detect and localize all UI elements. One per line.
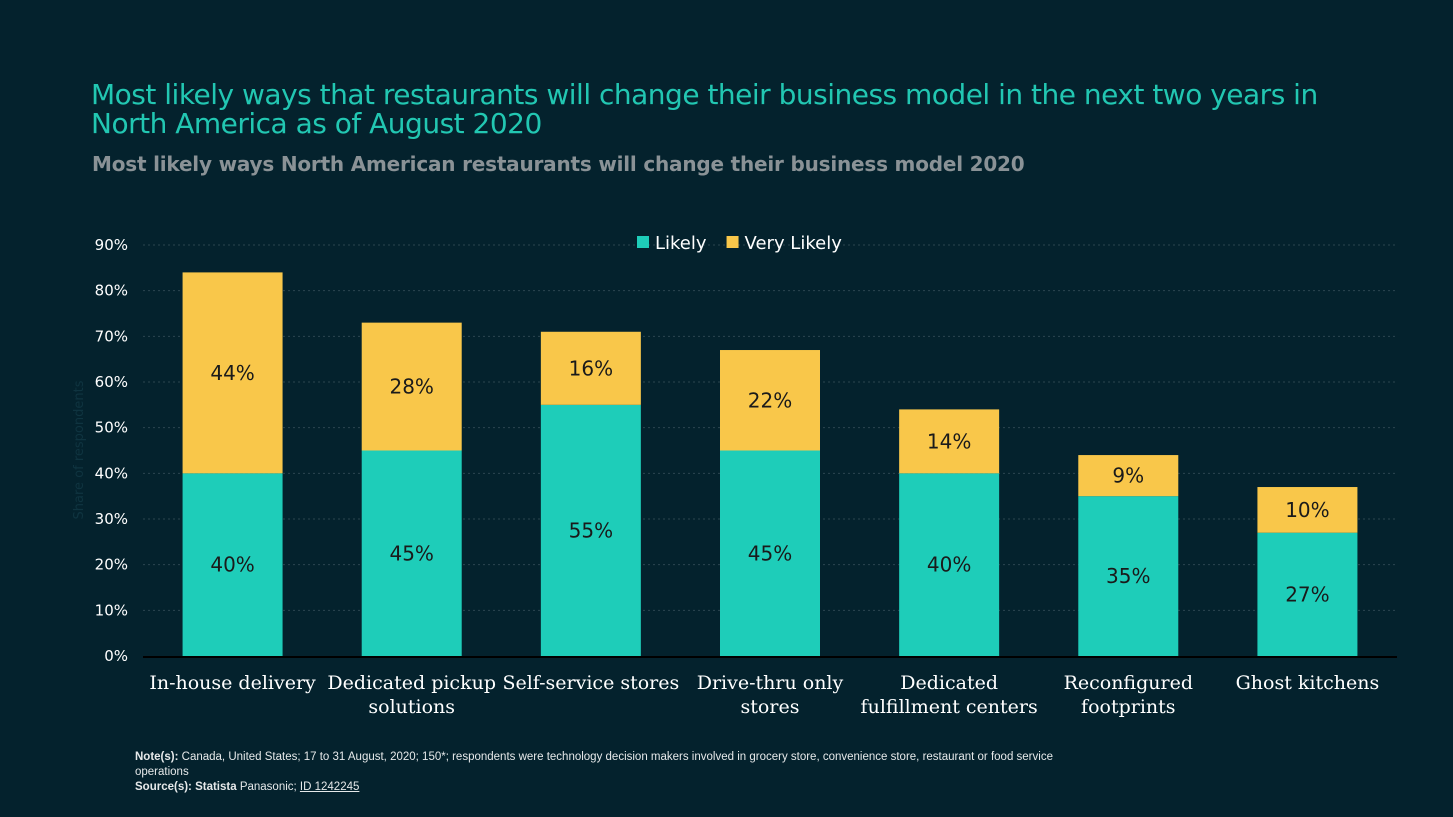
- x-tick-label: In-house delivery: [149, 672, 316, 694]
- bar-likely: [720, 450, 820, 656]
- data-label: 45%: [389, 541, 433, 565]
- y-axis-label: Share of respondents: [72, 380, 87, 519]
- bar-likely: [1257, 532, 1358, 656]
- data-label: 40%: [210, 553, 254, 577]
- y-tick-label: 10%: [95, 601, 128, 619]
- data-label: 9%: [1112, 464, 1144, 488]
- legend-swatch-0: [637, 236, 649, 248]
- bar-very-likely: [1257, 487, 1358, 533]
- bar-likely: [361, 450, 462, 656]
- y-tick-label: 60%: [95, 373, 128, 391]
- y-tick-label: 0%: [104, 647, 128, 665]
- chart-subtitle: Most likely ways North American restaura…: [92, 152, 1025, 176]
- y-tick-label: 20%: [95, 556, 128, 574]
- y-tick-label: 40%: [95, 464, 128, 482]
- bar-very-likely: [720, 350, 820, 451]
- x-tick-label: Drive-thru only: [697, 672, 844, 694]
- data-label: 27%: [1285, 582, 1329, 606]
- data-label: 28%: [389, 375, 433, 399]
- x-tick-label: stores: [741, 696, 800, 718]
- data-label: 22%: [748, 388, 792, 412]
- notes: Note(s): Canada, United States; 17 to 31…: [135, 750, 1095, 795]
- data-label: 35%: [1106, 564, 1150, 588]
- source-brand: Statista: [195, 781, 237, 793]
- bar-very-likely: [540, 331, 641, 405]
- y-tick-label: 30%: [95, 510, 128, 528]
- bar-very-likely: [899, 409, 1000, 474]
- bar-likely: [540, 404, 641, 656]
- y-tick-label: 70%: [95, 327, 128, 345]
- x-tick-label: footprints: [1081, 696, 1176, 718]
- y-tick-label: 90%: [95, 236, 128, 254]
- bar-likely: [182, 473, 283, 656]
- x-tick-label: Dedicated pickup: [327, 672, 496, 694]
- bar-very-likely: [361, 322, 462, 451]
- data-label: 44%: [210, 361, 254, 385]
- source-id-link[interactable]: ID 1242245: [299, 781, 360, 793]
- note-text: Canada, United States; 17 to 31 August, …: [135, 751, 1053, 778]
- data-label: 45%: [748, 541, 792, 565]
- source-text: Panasonic;: [236, 781, 300, 793]
- y-tick-label: 50%: [95, 419, 128, 437]
- y-tick-label: 80%: [95, 282, 128, 300]
- x-tick-label: Reconfigured: [1064, 672, 1193, 694]
- bar-likely: [1078, 496, 1179, 656]
- data-label: 40%: [927, 553, 971, 577]
- data-label: 55%: [569, 518, 613, 542]
- legend-swatch-1: [726, 236, 739, 248]
- source-label: Source(s):: [135, 781, 192, 793]
- bar-likely: [899, 473, 1000, 656]
- x-tick-label: solutions: [368, 696, 455, 718]
- legend-label: Very Likely: [745, 233, 843, 254]
- legend-label: Likely: [655, 233, 707, 254]
- bar-very-likely: [1078, 455, 1179, 497]
- x-tick-label: Ghost kitchens: [1236, 672, 1380, 694]
- data-label: 14%: [927, 429, 971, 453]
- bar-very-likely: [182, 272, 283, 474]
- chart-title: Most likely ways that restaurants will c…: [91, 78, 1318, 140]
- data-label: 10%: [1285, 498, 1329, 522]
- note-label: Note(s):: [135, 751, 179, 763]
- x-tick-label: fulfillment centers: [861, 696, 1038, 718]
- x-tick-label: Dedicated: [900, 672, 998, 694]
- x-tick-label: Self-service stores: [502, 672, 679, 694]
- data-label: 16%: [569, 356, 613, 380]
